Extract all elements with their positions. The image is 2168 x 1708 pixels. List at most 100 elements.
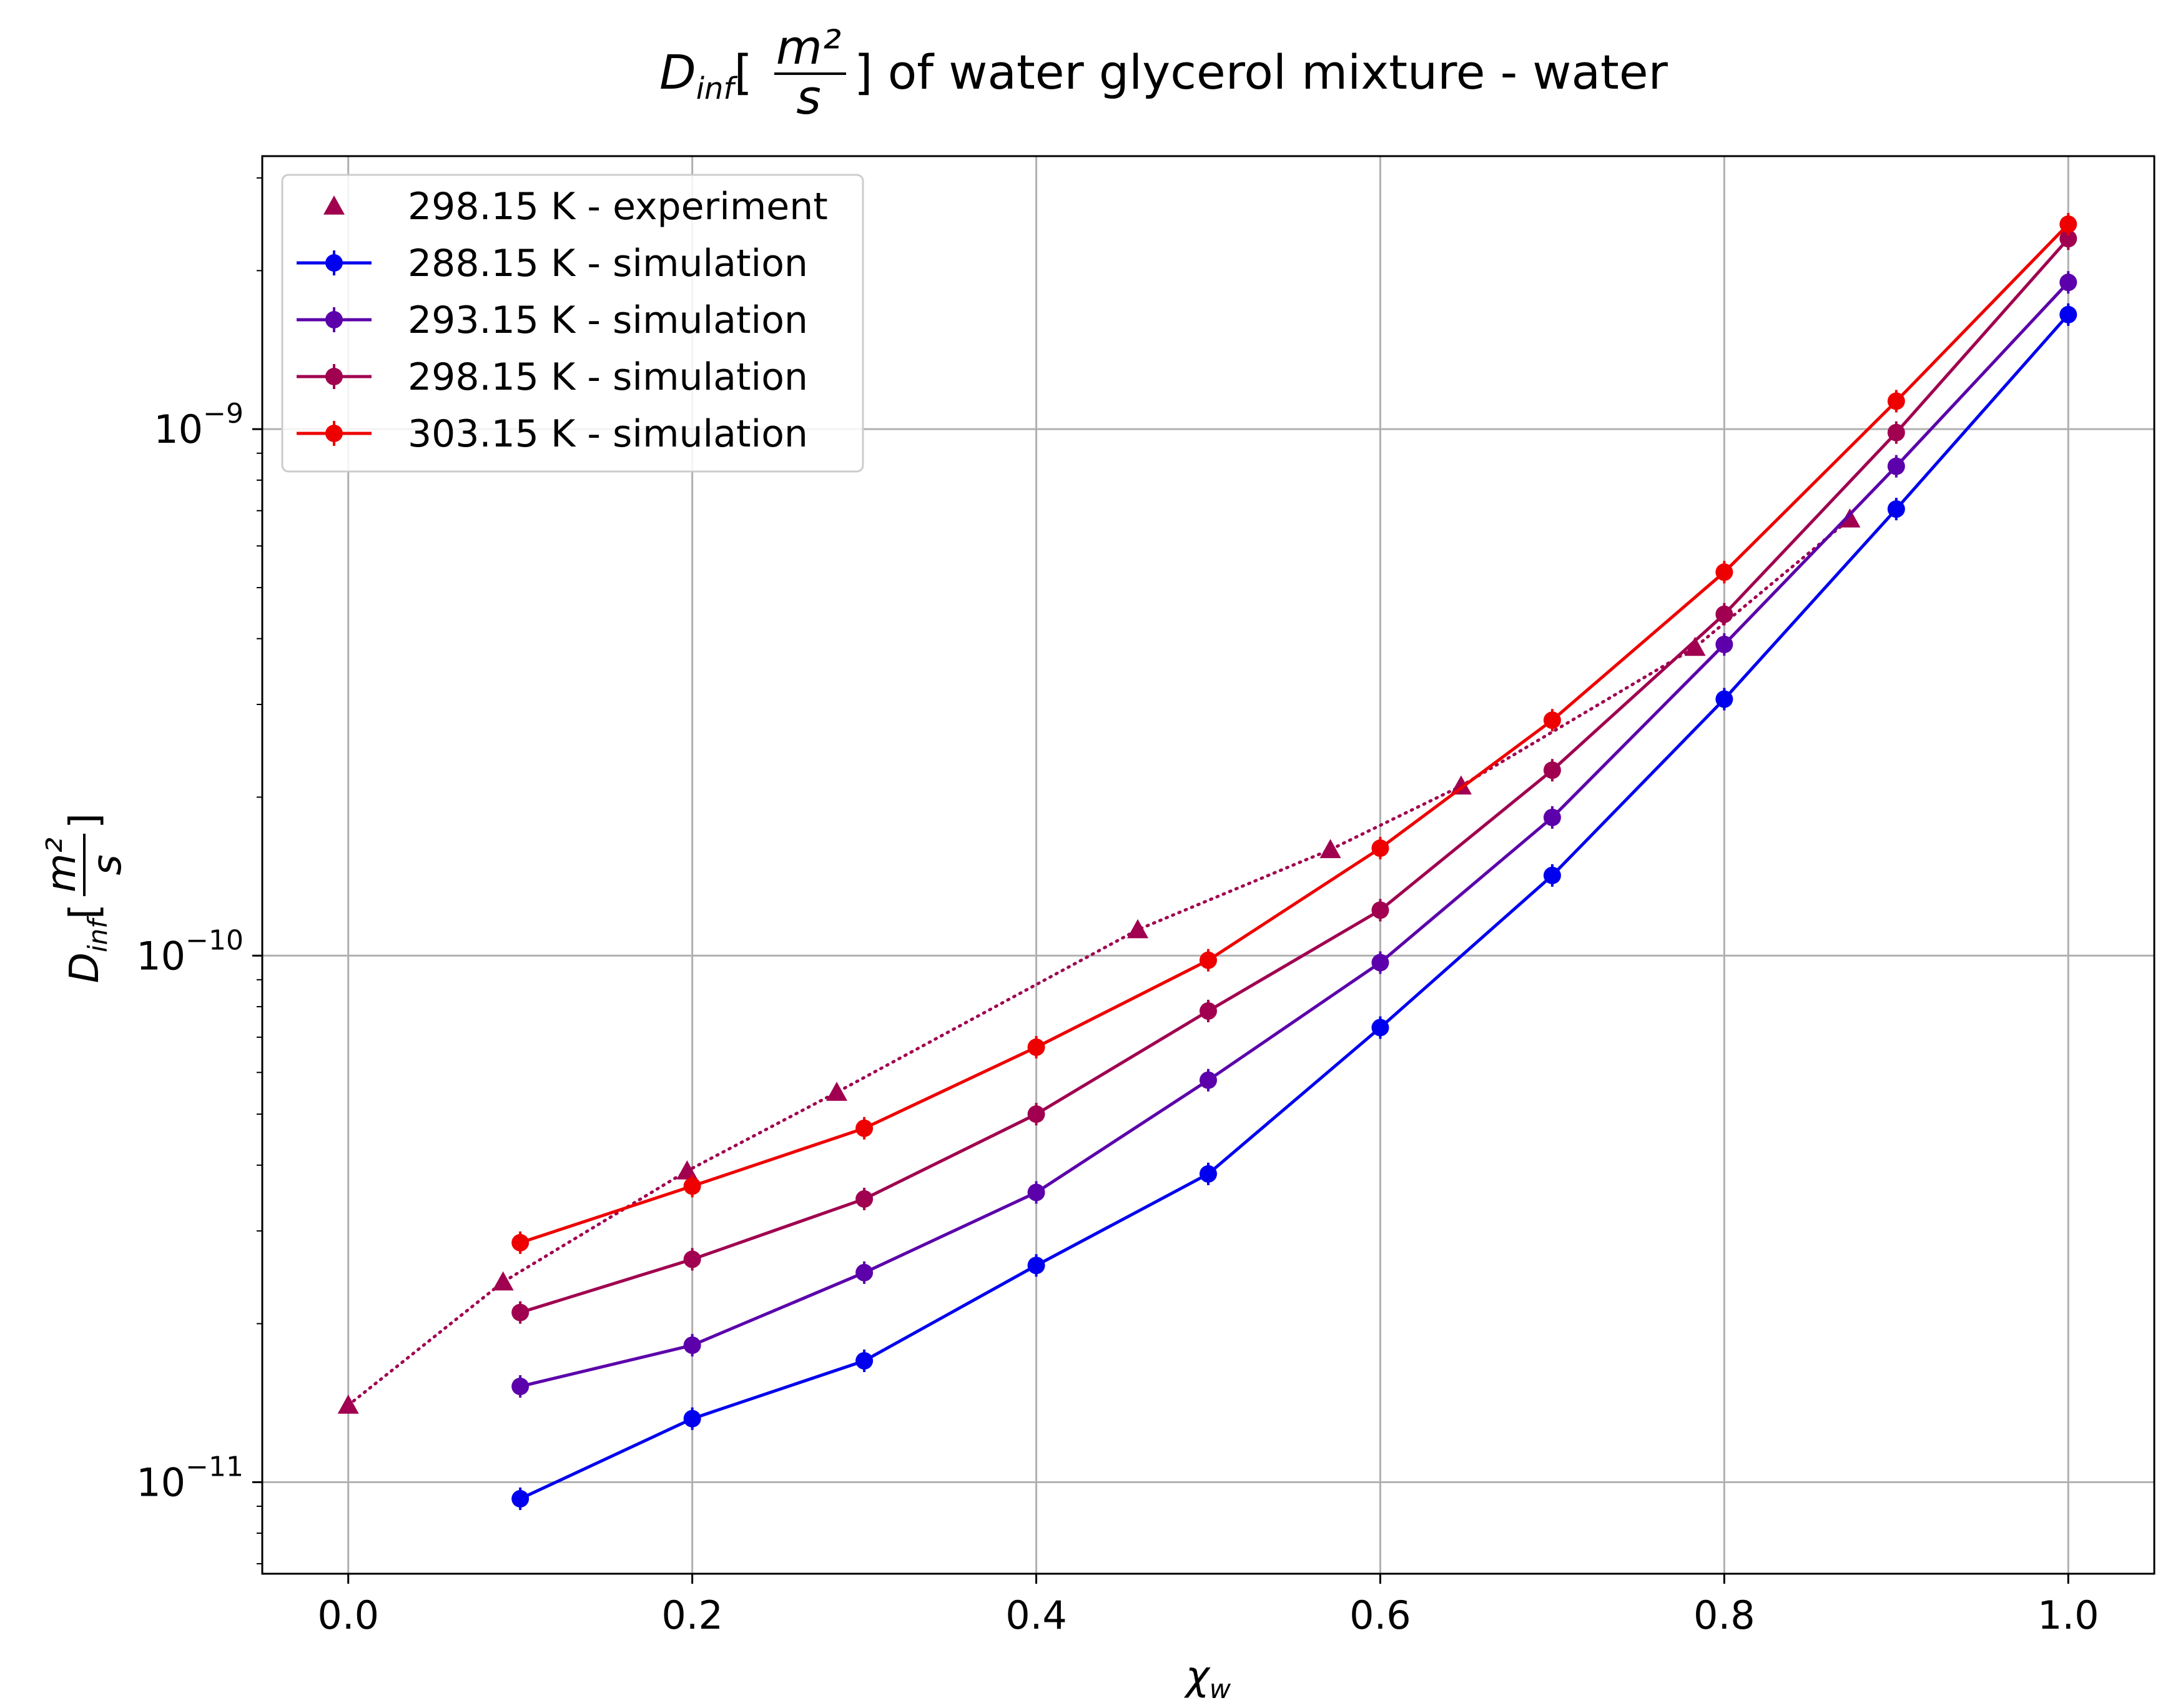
- ylabel-d-sub: inf: [82, 916, 113, 952]
- x-tick-label: 0.8: [1693, 1592, 1755, 1638]
- data-point: [683, 1250, 701, 1268]
- legend-item: 298.15 K - experiment: [323, 185, 828, 229]
- data-point: [855, 1352, 874, 1370]
- series-3: [511, 271, 2077, 1398]
- series-layer: [337, 213, 2077, 1510]
- title-rest: ] of water glycerol mixture - water: [854, 44, 1668, 100]
- x-tick-label: 0.6: [1349, 1592, 1411, 1638]
- data-point: [1715, 563, 1733, 581]
- y-tick-label: 10−10: [136, 924, 244, 979]
- data-point: [2059, 305, 2077, 323]
- legend-marker: [325, 425, 343, 442]
- x-tick-label: 0.2: [661, 1592, 723, 1638]
- svg-text:Dinf[: Dinf[: [62, 904, 113, 983]
- series-line: [520, 313, 2070, 1501]
- legend-marker: [325, 311, 343, 328]
- data-point: [1543, 711, 1561, 729]
- data-point: [337, 1395, 359, 1414]
- data-point: [855, 1119, 874, 1137]
- svg-text:Dinf[: Dinf[: [659, 44, 752, 106]
- data-point: [511, 1378, 530, 1396]
- data-point: [855, 1190, 874, 1208]
- data-point: [1200, 951, 1217, 969]
- data-point: [1543, 761, 1561, 779]
- xlabel-chi: χ: [1184, 1653, 1211, 1699]
- legend-box: [281, 174, 864, 473]
- title-d-sub: inf: [696, 71, 738, 106]
- y-tick-label: 10−11: [136, 1451, 244, 1505]
- series-2: [511, 303, 2077, 1510]
- data-point: [511, 1303, 530, 1321]
- ylabel-frac-num: m²: [39, 837, 85, 892]
- series-line: [347, 517, 1851, 1407]
- data-point: [683, 1336, 701, 1355]
- data-point: [1715, 605, 1733, 623]
- data-point: [1839, 508, 1861, 528]
- legend-label: 298.15 K - experiment: [408, 185, 828, 229]
- data-point: [1887, 457, 1905, 475]
- data-point: [676, 1160, 698, 1180]
- legend-label: 298.15 K - simulation: [408, 355, 808, 399]
- data-point: [1027, 1256, 1045, 1275]
- data-point: [1887, 392, 1905, 410]
- x-axis-label: χw: [1184, 1653, 1231, 1704]
- ylabel-d: D: [62, 952, 108, 983]
- series-4: [511, 227, 2077, 1324]
- series-5: [511, 213, 2077, 1254]
- data-point: [1127, 919, 1149, 939]
- plot-area: 0.0 0.2 0.4 0.6 0.8 1.0 10−11 10−10 10−9: [136, 155, 2156, 1638]
- data-point: [1371, 901, 1389, 919]
- plot-frame: [261, 155, 2156, 1575]
- series-line: [520, 237, 2070, 1315]
- title-frac-num: m²: [776, 19, 842, 75]
- svg-text:]: ]: [62, 813, 108, 829]
- data-point: [683, 1177, 701, 1195]
- data-point: [1887, 423, 1905, 442]
- chart-title: Dinf[ m² s ] of water glycerol mixture -…: [659, 19, 1668, 125]
- legend-label: 303.15 K - simulation: [408, 412, 808, 456]
- x-tick-label: 0.4: [1005, 1592, 1067, 1638]
- y-tick-label: 10−9: [154, 398, 244, 452]
- data-point: [1200, 1071, 1217, 1089]
- ylabel-frac-den: s: [84, 854, 131, 875]
- legend-label: 288.15 K - simulation: [408, 242, 808, 285]
- legend-marker: [325, 254, 343, 272]
- legend-item: 288.15 K - simulation: [297, 242, 808, 285]
- legend-marker: [323, 195, 345, 215]
- x-tick-label: 0.0: [317, 1592, 379, 1638]
- data-point: [1371, 954, 1389, 972]
- data-point: [1543, 866, 1561, 884]
- title-d: D: [659, 44, 696, 100]
- legend-item: 293.15 K - simulation: [297, 299, 808, 342]
- data-point: [511, 1489, 530, 1508]
- data-point: [2059, 274, 2077, 292]
- data-point: [1027, 1183, 1045, 1202]
- data-point: [1371, 1019, 1389, 1037]
- data-point: [1543, 808, 1561, 826]
- svg-text:χw: χw: [1184, 1653, 1231, 1704]
- data-point: [1200, 1002, 1217, 1020]
- data-point: [826, 1082, 848, 1101]
- data-point: [2059, 230, 2077, 248]
- data-point: [855, 1263, 874, 1281]
- ticks: 0.0 0.2 0.4 0.6 0.8 1.0 10−11 10−10 10−9: [136, 177, 2099, 1638]
- legend-marker: [325, 368, 343, 385]
- data-point: [1450, 775, 1472, 795]
- series-1: [337, 508, 1861, 1414]
- series-line: [520, 223, 2070, 1245]
- legend-item: 298.15 K - simulation: [297, 355, 808, 399]
- legend-item: 303.15 K - simulation: [297, 412, 808, 456]
- series-line: [520, 281, 2070, 1388]
- legend: 298.15 K - experiment 288.15 K - simulati…: [281, 174, 864, 473]
- data-point: [1371, 839, 1389, 857]
- data-point: [1027, 1105, 1045, 1123]
- data-point: [1319, 839, 1341, 859]
- x-tick-label: 1.0: [2037, 1592, 2099, 1638]
- y-axis-label: Dinf[ m² s ]: [39, 813, 131, 983]
- data-point: [1200, 1165, 1217, 1183]
- legend-label: 293.15 K - simulation: [408, 299, 808, 342]
- xlabel-sub: w: [1210, 1674, 1231, 1704]
- data-point: [492, 1271, 514, 1291]
- title-frac-den: s: [796, 69, 821, 125]
